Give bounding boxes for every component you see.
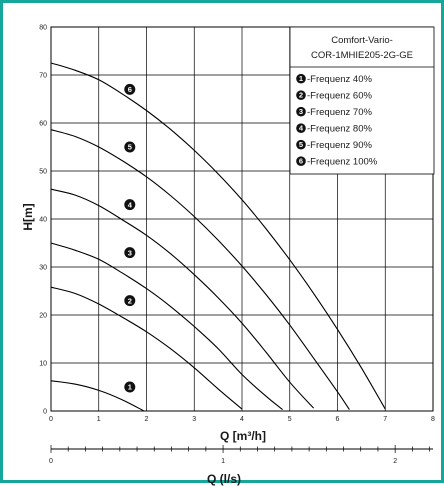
x-tick-label: 3: [192, 416, 196, 423]
legend-marker: [296, 139, 306, 150]
legend-marker: [296, 156, 306, 166]
x-tick-label: 1: [97, 416, 101, 423]
marker-circle: [124, 83, 136, 95]
marker-circle: [124, 295, 136, 307]
curve-frequenz-3: [50, 242, 283, 411]
legend-marker-number: 6: [299, 157, 303, 166]
x-tick-label: 5: [288, 416, 292, 423]
legend: Comfort-Vario- COR-1MHIE205-2G-GE 1 -Freq…: [289, 26, 435, 175]
legend-title-line-1: Comfort-Vario-: [331, 35, 393, 46]
legend-label: -Frequenz 70%: [307, 107, 373, 118]
curve-frequenz-2: [50, 286, 243, 410]
y-tick-label: 40: [39, 217, 47, 224]
grid: [50, 26, 434, 412]
legend-entries: 1 -Frequenz 40% 2 -Frequenz 60% 3 -Frequenz 7…: [296, 73, 378, 168]
legend-marker-number: 5: [299, 140, 303, 149]
secondary-axis-ls: 0 1 2: [49, 445, 433, 465]
y-tick-label: 20: [39, 313, 47, 320]
curve-marker-2: 2: [124, 295, 136, 307]
x-tick-label: 8: [431, 416, 435, 423]
secondary-tick-label: 1: [221, 458, 225, 465]
y-tick-label: 50: [39, 169, 47, 176]
curve-frequenz-5: [50, 129, 350, 410]
legend-label: -Frequenz 40%: [307, 74, 373, 85]
y-tick-label: 70: [39, 73, 47, 80]
secondary-tick-label: 2: [393, 458, 397, 465]
curve-marker-6: 6: [124, 83, 136, 95]
marker-circle: [124, 199, 136, 211]
legend-label: -Frequenz 80%: [307, 124, 373, 135]
legend-marker-number: 3: [299, 107, 303, 116]
x-tick-label: 2: [145, 416, 149, 423]
x-tick-label: 4: [240, 416, 244, 423]
curve-marker-5: 5: [124, 141, 136, 153]
legend-marker: [296, 90, 306, 100]
legend-label: -Frequenz 60%: [307, 91, 373, 102]
y-tick-label: 30: [39, 265, 47, 272]
marker-number: 4: [128, 200, 133, 209]
y-tick-label: 10: [39, 361, 47, 368]
x-tick-label: 7: [383, 416, 387, 423]
legend-marker: [296, 123, 306, 133]
curve-marker-1: 1: [124, 381, 136, 393]
legend-marker: [296, 106, 306, 117]
legend-item: 3 -Frequenz 70%: [296, 106, 373, 118]
legend-item: 4 -Frequenz 80%: [296, 123, 373, 135]
y-tick-label: 60: [39, 121, 47, 128]
legend-item: 1 -Frequenz 40%: [296, 73, 373, 85]
legend-marker-number: 1: [299, 74, 303, 83]
curve-frequenz-4: [50, 188, 315, 409]
marker-number: 5: [128, 143, 132, 152]
legend-title-line-2: COR-1MHIE205-2G-GE: [311, 50, 413, 61]
legend-box: [289, 26, 435, 175]
curve-marker-4: 4: [124, 199, 136, 211]
x-axis-title: Q [m³/h]: [220, 429, 266, 443]
x-tick-label: 0: [49, 416, 53, 423]
curves: [50, 62, 386, 412]
curve-markers: 1 2 3 4 5 6: [124, 83, 136, 393]
secondary-tick-label: 0: [49, 458, 53, 465]
curve-frequenz-6: [50, 62, 386, 410]
y-axis-title: H[m]: [21, 203, 35, 230]
legend-item: 6 -Frequenz 100%: [296, 156, 378, 168]
marker-number: 3: [128, 248, 132, 257]
marker-circle: [124, 141, 136, 153]
secondary-axis-title: Q (l/s): [207, 472, 241, 486]
marker-circle: [124, 381, 136, 393]
y-tick-label: 0: [43, 409, 47, 416]
marker-number: 2: [128, 296, 132, 305]
curve-marker-3: 3: [124, 247, 136, 259]
legend-marker-number: 2: [299, 91, 303, 100]
curve-frequenz-1: [50, 380, 145, 412]
x-tick-label: 6: [336, 416, 340, 423]
legend-label: -Frequenz 90%: [307, 140, 373, 151]
marker-number: 1: [128, 383, 132, 392]
marker-circle: [124, 247, 136, 259]
marker-number: 6: [128, 85, 132, 94]
legend-item: 2 -Frequenz 60%: [296, 90, 373, 102]
legend-marker-number: 4: [299, 124, 304, 133]
legend-marker: [296, 73, 306, 84]
legend-item: 5 -Frequenz 90%: [296, 139, 373, 151]
y-tick-label: 80: [39, 25, 47, 32]
legend-label: -Frequenz 100%: [307, 157, 378, 168]
